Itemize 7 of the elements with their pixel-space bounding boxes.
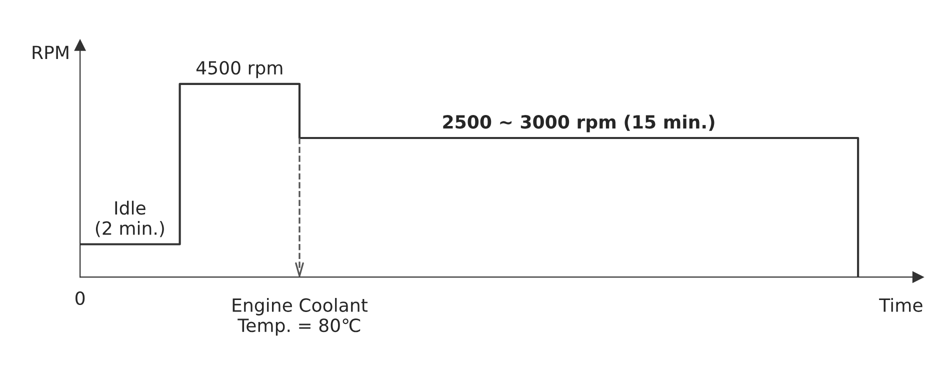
text: 0 bbox=[76, 291, 85, 305]
text: 4500 rpm bbox=[196, 60, 282, 78]
y-axis-title: RPM bbox=[32, 46, 68, 59]
annotation: Idle (2 min.) bbox=[96, 200, 164, 238]
x-axis-title: Time bbox=[879, 298, 922, 312]
annotation: 2500 ~ 3000 rpm (15 min.) bbox=[443, 114, 714, 132]
text: Engine Coolant Temp. = 80℃ bbox=[232, 298, 368, 336]
